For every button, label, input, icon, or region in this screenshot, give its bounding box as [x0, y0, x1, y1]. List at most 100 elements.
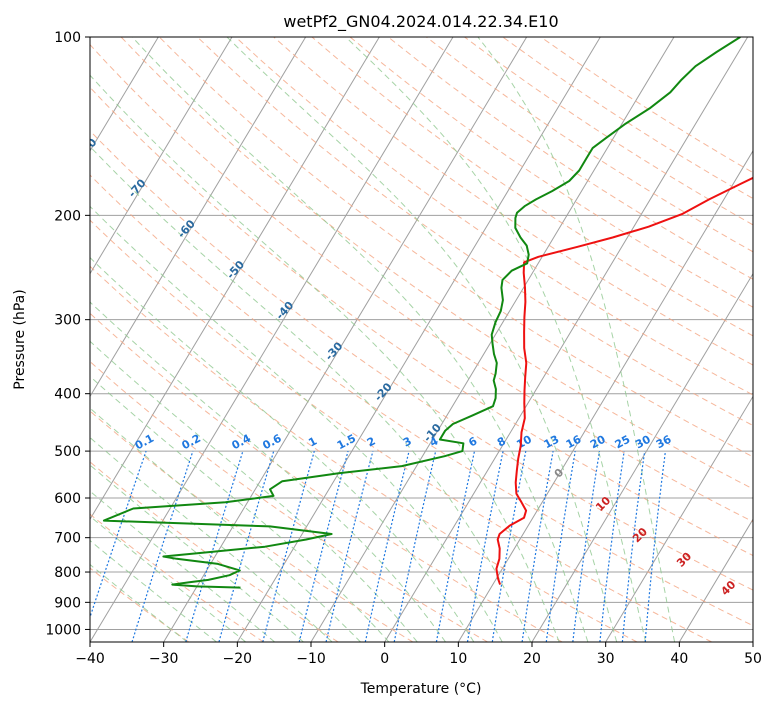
isotherm-line [90, 37, 307, 398]
dry-adiabat-line [90, 265, 638, 642]
mixing-ratio-label: 20 [588, 433, 608, 452]
y-tick-label: 100 [54, 30, 81, 46]
temperature-line [495, 176, 753, 585]
isotherm-line [384, 37, 749, 642]
mixing-ratio-label: 25 [613, 433, 633, 452]
y-axis-title: Pressure (hPa) [12, 289, 28, 389]
dry-adiabat-line [158, 37, 753, 458]
y-axis: 100 200 300 400 500 600 700 800 900 1000 [45, 30, 90, 638]
mixing-ratio-line [621, 451, 646, 642]
mixing-ratio-label: 30 [633, 433, 653, 452]
dry-adiabat-label: -20 [372, 380, 395, 404]
mixing-ratio-label: 16 [564, 432, 584, 451]
moist-adiabat-label: 40 [718, 578, 738, 598]
mixing-ratio-line [131, 450, 194, 642]
moist-adiabat-line [477, 37, 676, 642]
dry-adiabat-label: -90 [27, 95, 50, 119]
mixing-ratio-line [262, 450, 315, 642]
dry-adiabat-line [540, 37, 753, 174]
dewpoint-line [102, 37, 741, 589]
moist-adiabat-line [90, 563, 188, 642]
mixing-ratio-line [599, 451, 625, 642]
isotherm-line [678, 518, 753, 642]
mixing-ratio-line [218, 450, 275, 642]
mixing-ratio-label: 36 [654, 432, 674, 451]
background-lines [0, 37, 753, 642]
x-tick-label: 0 [380, 651, 389, 667]
plot-frame [89, 36, 754, 643]
isotherm-line [163, 37, 528, 642]
moist-adiabat-line [345, 37, 647, 642]
dry-adiabat-line [90, 43, 753, 523]
y-tick-label: 900 [54, 595, 81, 611]
dry-adiabat-line [90, 513, 264, 642]
isotherm-line [605, 395, 753, 642]
mixing-ratio-label: 13 [542, 433, 562, 452]
moist-adiabat-line [131, 37, 589, 642]
dry-adiabat-line [349, 37, 753, 308]
mixing-ratio-line [325, 450, 374, 642]
x-tick-label: −20 [223, 651, 253, 667]
dry-adiabat-label: -50 [224, 258, 247, 282]
dry-adiabat-label: -30 [323, 339, 346, 363]
y-tick-label: 200 [54, 208, 81, 224]
y-tick-label: 1000 [45, 622, 81, 638]
x-tick-label: −40 [75, 651, 105, 667]
isotherm-line [531, 272, 753, 642]
dry-adiabat-line [90, 219, 712, 642]
moist-adiabat-label: 30 [674, 549, 694, 569]
isotherm-line [90, 37, 233, 275]
y-tick-label: 700 [54, 531, 81, 547]
moist-adiabat-line [90, 464, 304, 642]
dry-adiabat-line [90, 360, 488, 642]
mixing-ratio-label: 0.6 [260, 432, 284, 453]
x-axis: −40 −30 −20 −10 0 10 20 30 40 50 [75, 642, 762, 667]
isotherm-line [90, 37, 454, 642]
x-tick-label: 40 [670, 651, 688, 667]
dry-adiabat-line [90, 86, 753, 557]
dry-adiabat-line [90, 174, 753, 627]
dry-adiabat-line [90, 312, 563, 642]
x-tick-label: 20 [523, 651, 541, 667]
moist-adiabat-line [226, 37, 618, 642]
moist-adiabat-label: 0 [552, 466, 567, 481]
dry-adiabat-label: -70 [126, 176, 149, 200]
moist-adiabat-line [90, 340, 418, 642]
moist-adiabat-line [90, 436, 333, 642]
isotherm-line [90, 37, 380, 521]
moist-adiabat-line [90, 539, 217, 642]
dry-adiabat-label: -60 [175, 217, 198, 241]
dry-adiabat-label: -100 [0, 51, 4, 80]
x-axis-title: Temperature (°C) [360, 681, 482, 697]
mixing-ratio-line [521, 450, 554, 642]
mixing-ratio-line [572, 451, 601, 642]
moist-adiabat-line [90, 407, 361, 642]
dry-adiabat-line [90, 567, 190, 642]
isotherm-line [752, 641, 753, 642]
moist-adiabat-line [90, 205, 503, 642]
x-tick-label: −10 [296, 651, 326, 667]
dry-adiabat-line [311, 37, 753, 337]
isotherm-line [457, 149, 753, 642]
mixing-ratio-label: 8 [495, 434, 508, 449]
isotherm-line [90, 37, 159, 152]
mixing-ratio-label: 0.2 [180, 432, 203, 453]
mixing-ratio-label: 1 [306, 434, 319, 449]
dry-adiabat-line [90, 461, 339, 642]
isotherm-line [0, 37, 11, 642]
dry-adiabat-line [426, 37, 753, 253]
moist-adiabat-line [90, 74, 560, 642]
mixing-ratio-label: 2 [365, 434, 378, 449]
x-tick-label: 50 [744, 651, 762, 667]
mixing-ratio-line [393, 450, 437, 642]
mixing-ratio-line [545, 451, 576, 642]
mixing-ratio-label: 0.1 [133, 432, 156, 453]
mixing-ratio-line [364, 450, 410, 642]
chart-title: wetPf2_GN04.2024.014.22.34.E10 [283, 12, 558, 32]
mixing-ratio-line [185, 450, 244, 642]
moist-adiabat-line [90, 301, 447, 642]
mixing-ratio-label: 3 [401, 434, 414, 449]
mixing-ratio-label: 10 [514, 433, 534, 452]
moist-adiabat-line [90, 256, 475, 642]
